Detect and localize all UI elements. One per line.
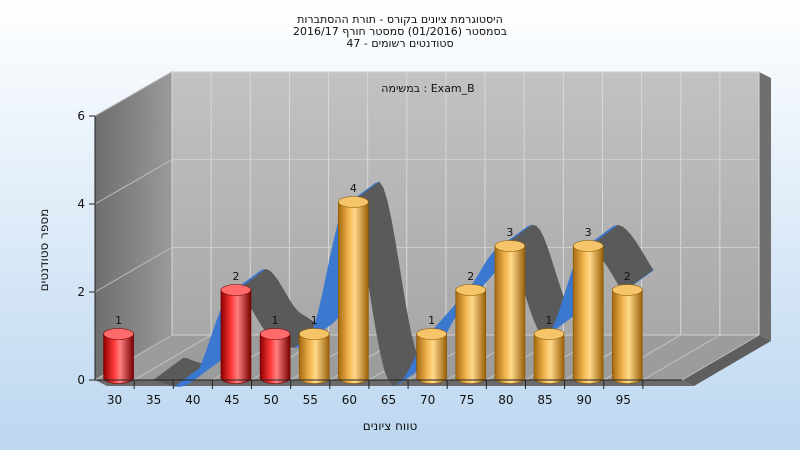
bar-30-top <box>103 328 134 340</box>
bar-80-top <box>494 240 526 252</box>
x-tick-label: 40 <box>185 393 200 407</box>
chart-annotation: במשימה : Exam_B <box>381 82 474 95</box>
x-tick-label: 90 <box>577 393 592 407</box>
bar-90-value-label: 3 <box>585 226 592 239</box>
bar-75-value-label: 2 <box>467 270 474 283</box>
x-tick-label: 95 <box>616 393 631 407</box>
grid-line-side <box>94 159 173 205</box>
chart-title-line-3: סטודנטים רשומים - 47 <box>346 37 453 50</box>
x-tick-label: 80 <box>498 393 513 407</box>
bar-45 <box>220 289 252 384</box>
bar-95-top <box>611 284 643 296</box>
y-tick-label: 4 <box>77 197 85 211</box>
bar-70-top <box>416 328 447 340</box>
x-tick-label: 65 <box>381 393 396 407</box>
grid-line-side <box>94 71 173 117</box>
chart-title-line-1: היסטוגרמת ציונים בקורס - תורת ההסתברות <box>297 13 503 26</box>
grid-line-floor <box>133 334 212 381</box>
y-axis-title: מספר סטודנטים <box>37 209 51 292</box>
bar-30-value-label: 1 <box>115 314 122 327</box>
bar-45-top <box>220 284 252 296</box>
bar-75-top <box>455 284 487 296</box>
x-tick-label: 75 <box>459 393 474 407</box>
bar-90-top <box>572 240 604 252</box>
x-axis-title: טווח ציונים <box>363 419 418 433</box>
bar-70-value-label: 1 <box>428 314 435 327</box>
grid-line-side <box>94 246 173 293</box>
y-tick-label: 0 <box>77 373 85 387</box>
bar-70 <box>416 333 447 384</box>
bar-85 <box>533 333 565 384</box>
x-tick-label: 70 <box>420 393 435 407</box>
x-tick-label: 85 <box>537 393 552 407</box>
bar-90 <box>572 245 604 384</box>
bar-55 <box>298 333 330 384</box>
x-tick-label: 60 <box>342 393 357 407</box>
x-axis: 30 35 40 45 50 55 60 65 70 75 80 85 90 95 <box>95 379 682 407</box>
x-tick-label: 35 <box>146 393 161 407</box>
bar-80 <box>494 245 526 384</box>
bar-50 <box>259 333 291 384</box>
grid-line-floor <box>681 334 760 381</box>
bar-60 <box>338 201 369 384</box>
x-tick-label: 30 <box>107 393 122 407</box>
y-tick-label: 6 <box>77 109 85 123</box>
x-tick-label: 55 <box>303 393 318 407</box>
bar-95-value-label: 2 <box>624 270 631 283</box>
bar-60-value-label: 4 <box>350 182 357 195</box>
chart-title-line-2: בסמסטר (01/2016) סמסטר חורף 2016/17 <box>293 25 507 38</box>
bar-55-top <box>298 328 330 340</box>
x-tick-label: 45 <box>224 393 239 407</box>
y-axis: 0 2 4 6 <box>77 109 96 387</box>
bar-55-value-label: 1 <box>311 314 318 327</box>
bar-95 <box>612 289 643 384</box>
bars-group <box>103 196 643 384</box>
bar-80-value-label: 3 <box>506 226 513 239</box>
bar-labels-group: 1 2 1 1 4 1 2 3 1 3 2 <box>115 182 631 327</box>
bar-75 <box>455 289 487 384</box>
grid-line-floor <box>642 334 721 381</box>
x-tick-label: 50 <box>263 393 278 407</box>
bar-30 <box>103 333 134 384</box>
bar-45-value-label: 2 <box>232 270 239 283</box>
bar-50-value-label: 1 <box>272 314 279 327</box>
bar-85-top <box>533 328 565 340</box>
y-tick-label: 2 <box>77 285 85 299</box>
floor-edge-side <box>682 335 771 386</box>
bar-60-top <box>338 196 369 208</box>
bar-50-top <box>259 328 291 340</box>
back-wall-edge <box>759 72 771 341</box>
bar-85-value-label: 1 <box>546 314 553 327</box>
